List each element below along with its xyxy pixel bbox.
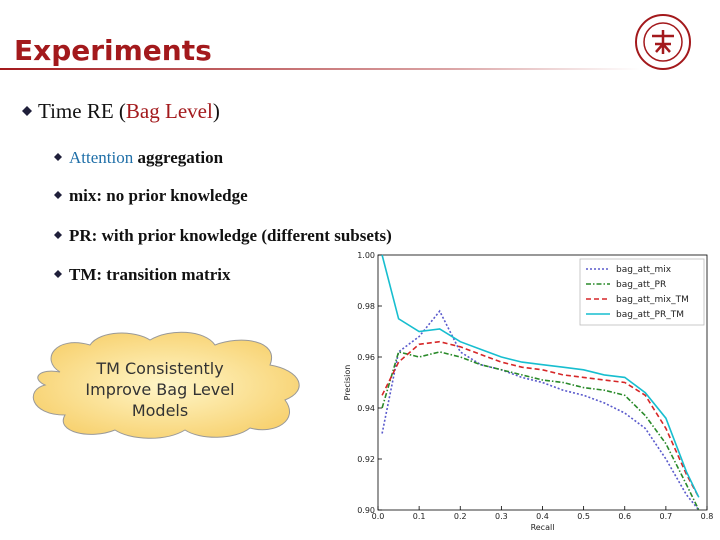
x-tick-label: 0.1 [413, 512, 426, 521]
series-line [381, 309, 700, 511]
x-tick-label: 0.4 [536, 512, 549, 521]
slide-title: Experiments [14, 34, 212, 67]
legend-label: bag_att_PR_TM [616, 310, 684, 320]
legend-label: bag_att_PR [616, 280, 666, 290]
logo [635, 14, 691, 70]
bullet-part: Time RE ( [38, 99, 126, 123]
bullet-part: mix: no prior knowledge [69, 186, 248, 205]
bullet-marker [54, 270, 62, 278]
bullet-text: TM: transition matrix [69, 265, 231, 284]
y-tick-label: 0.90 [357, 506, 375, 515]
callout-text: TM Consistently [95, 359, 223, 378]
legend-label: bag_att_mix_TM [616, 295, 689, 305]
legend-label: bag_att_mix [616, 265, 672, 275]
series-line [381, 350, 700, 511]
x-axis-label: Recall [531, 523, 555, 532]
bullet-marker [22, 106, 32, 116]
bullet-marker [54, 153, 62, 161]
title-rule [0, 68, 640, 70]
bullet-marker [54, 231, 62, 239]
bullet-marker [54, 191, 62, 199]
x-tick-label: 0.0 [372, 512, 385, 521]
series-line [381, 340, 700, 498]
x-tick-label: 0.3 [495, 512, 508, 521]
y-tick-label: 0.96 [357, 353, 375, 362]
x-tick-label: 0.6 [618, 512, 631, 521]
x-tick-label: 0.2 [454, 512, 467, 521]
callout [32, 331, 300, 439]
series-line [381, 254, 700, 498]
bullet-part: aggregation [133, 148, 223, 167]
bullet-part: ) [213, 99, 220, 123]
y-axis-label: Precision [343, 365, 352, 401]
y-tick-label: 0.94 [357, 404, 375, 413]
bullet-text: mix: no prior knowledge [69, 186, 248, 205]
x-tick-label: 0.8 [701, 512, 714, 521]
bullet-part: Bag Level [126, 99, 213, 123]
y-tick-label: 0.98 [357, 302, 375, 311]
x-tick-label: 0.5 [577, 512, 590, 521]
y-tick-label: 1.00 [357, 251, 375, 260]
bullet-part: TM: transition matrix [69, 265, 231, 284]
bullet-text: PR: with prior knowledge (different subs… [69, 226, 392, 245]
bullet-part: Attention [69, 148, 134, 167]
bullet-text: Time RE (Bag Level) [38, 99, 220, 123]
bullet-part: PR: with prior knowledge (different subs… [69, 226, 392, 245]
bullet-text: Attention aggregation [69, 148, 224, 167]
y-tick-label: 0.92 [357, 455, 375, 464]
x-tick-label: 0.7 [660, 512, 673, 521]
legend-box [579, 258, 705, 326]
callout-text: Models [132, 401, 188, 420]
callout-text: Improve Bag Level [85, 380, 234, 399]
